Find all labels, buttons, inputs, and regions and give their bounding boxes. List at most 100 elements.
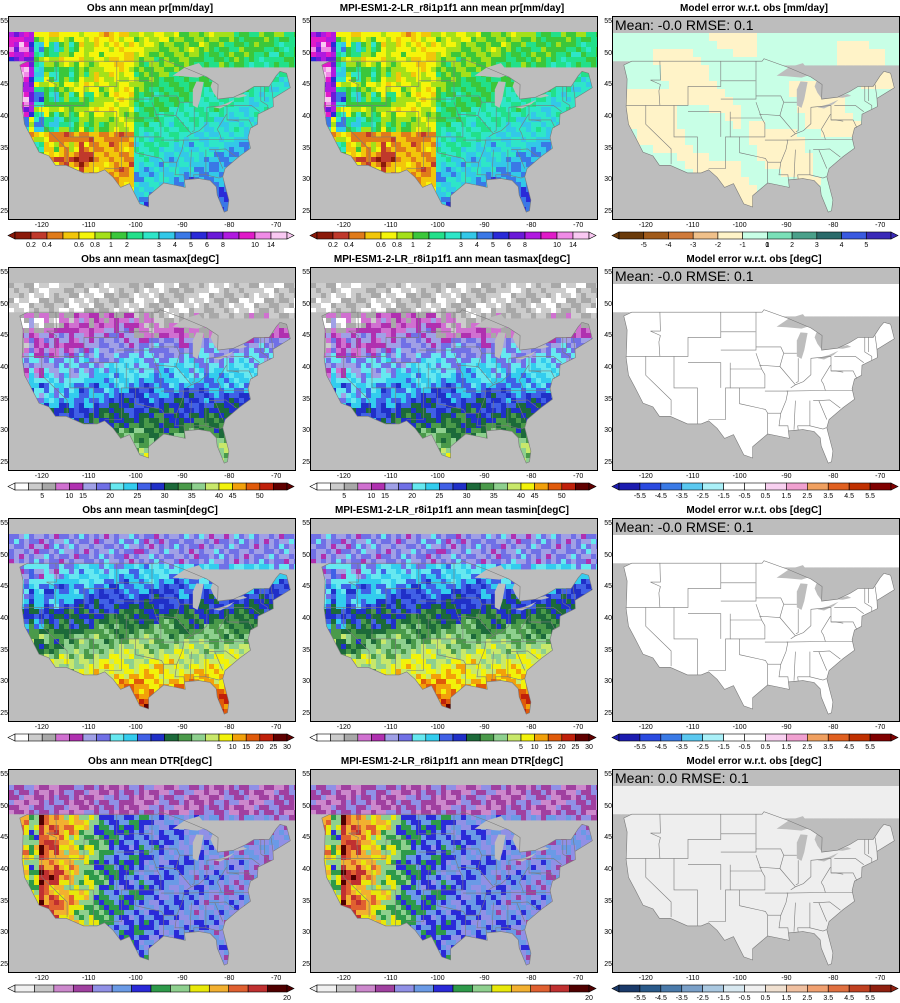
lat-tick-label: 45 (0, 81, 8, 88)
lat-tick-label: 55 (0, 269, 8, 276)
colorbar-cell (97, 734, 111, 741)
colorbar-tick-label: -3.5 (676, 493, 688, 500)
colorbar-cell (619, 483, 640, 490)
colorbar-cell (397, 232, 413, 239)
lat-tick-label: 50 (0, 803, 8, 810)
colorbar-cell (260, 734, 274, 741)
map-canvas (311, 770, 597, 972)
colorbar-cell (219, 483, 233, 490)
colorbar-lower-arrow (8, 483, 15, 490)
lat-tick-label: 40 (0, 866, 8, 873)
lon-tick-label: -100 (129, 724, 143, 731)
colorbar-cell (703, 985, 724, 992)
colorbar-tick-label: 5 (342, 493, 346, 500)
map-frame: Mean: -0.0 RMSE: 0.1 (612, 16, 900, 220)
map-canvas (311, 268, 597, 470)
colorbar-tick-label: 0.8 (392, 242, 402, 249)
colorbar-upper-arrow (891, 985, 898, 992)
colorbar-cell (205, 483, 219, 490)
colorbar-cell (467, 734, 481, 741)
lat-tick-label: 40 (0, 364, 8, 371)
colorbar-tick-label: 5 (40, 493, 44, 500)
colorbar-cell (333, 232, 349, 239)
map-canvas (311, 519, 597, 721)
colorbar-cell (34, 985, 53, 992)
lat-tick-label: 50 (300, 301, 310, 308)
lon-tick-label: -90 (479, 975, 489, 982)
map-canvas (311, 17, 597, 219)
lat-tick-label: 35 (0, 647, 8, 654)
colorbar-tick-label: 0.5 (761, 744, 771, 751)
colorbar-tick-label: -5.5 (634, 744, 646, 751)
colorbar-cell (273, 483, 287, 490)
lat-tick-label: 30 (300, 176, 310, 183)
colorbar (8, 734, 294, 741)
colorbar-tick-label: 0.6 (376, 242, 386, 249)
colorbar-upper-arrow (891, 232, 898, 239)
lat-tick-label: 45 (602, 583, 612, 590)
colorbar-cell (170, 985, 189, 992)
colorbar-tick-label: 4 (840, 242, 844, 249)
colorbar-tick-label: -2.5 (697, 493, 709, 500)
colorbar-cell (69, 483, 83, 490)
colorbar-lower-arrow (8, 985, 15, 992)
colorbar-tick-label: 1 (109, 242, 113, 249)
colorbar-cell (159, 232, 175, 239)
colorbar-cell (509, 232, 525, 239)
colorbar-cell (273, 734, 287, 741)
colorbar-cell (124, 483, 138, 490)
lon-tick-label: -90 (781, 724, 791, 731)
colorbar-tick-label: 3 (459, 242, 463, 249)
colorbar-cell (110, 734, 124, 741)
colorbar-tick-label: 40 (517, 493, 525, 500)
lat-tick-label: 35 (602, 145, 612, 152)
colorbar-upper-arrow (287, 985, 294, 992)
colorbar-cell (95, 232, 111, 239)
panel-title: Model error w.r.t. obs [mm/day] (604, 3, 900, 14)
colorbar-cell (399, 734, 413, 741)
panel-title: Obs ann mean pr[mm/day] (0, 3, 300, 14)
colorbar (8, 483, 294, 490)
lon-tick-label: -70 (875, 975, 885, 982)
colorbar-cell (137, 483, 151, 490)
colorbar-cell (472, 985, 491, 992)
colorbar-cell (15, 483, 29, 490)
lat-tick-label: 25 (300, 459, 310, 466)
colorbar-cell (344, 734, 358, 741)
colorbar-tick-label: 35 (188, 493, 196, 500)
panel-title: Obs ann mean DTR[degC] (0, 756, 300, 767)
lon-tick-label: -70 (573, 222, 583, 229)
colorbar-cell (358, 734, 372, 741)
colorbar-tick-label: 0.5 (761, 493, 771, 500)
colorbar (310, 985, 596, 992)
colorbar-cell (192, 734, 206, 741)
lat-tick-label: 40 (300, 113, 310, 120)
colorbar-cell (268, 985, 287, 992)
lat-tick-label: 25 (300, 208, 310, 215)
colorbar-cell (640, 483, 661, 490)
colorbar (310, 483, 596, 490)
map-frame: Mean: 0.0 RMSE: 0.1 (612, 769, 900, 973)
colorbar-cell (480, 734, 494, 741)
colorbar-cell (767, 232, 792, 239)
lon-tick-label: -90 (781, 473, 791, 480)
lon-tick-label: -70 (875, 724, 885, 731)
colorbar-tick-label: 5 (217, 744, 221, 751)
lon-tick-label: -90 (781, 222, 791, 229)
colorbar-cell (29, 734, 43, 741)
colorbar-cell (467, 483, 481, 490)
colorbar-cell (260, 483, 274, 490)
colorbar-upper-arrow (589, 985, 596, 992)
lat-tick-label: 30 (0, 678, 8, 685)
lon-tick-label: -90 (177, 473, 187, 480)
lat-tick-label: 55 (602, 269, 612, 276)
lat-tick-label: 50 (602, 552, 612, 559)
lat-tick-label: 25 (300, 710, 310, 717)
map-canvas (9, 770, 295, 972)
map-panel-tasmin-error: Model error w.r.t. obs [degC]Mean: -0.0 … (604, 502, 900, 752)
lon-tick-label: -70 (271, 222, 281, 229)
colorbar-tick-label: 2.5 (802, 995, 812, 1002)
colorbar-cell (521, 734, 535, 741)
colorbar-tick-label: -4.5 (655, 744, 667, 751)
